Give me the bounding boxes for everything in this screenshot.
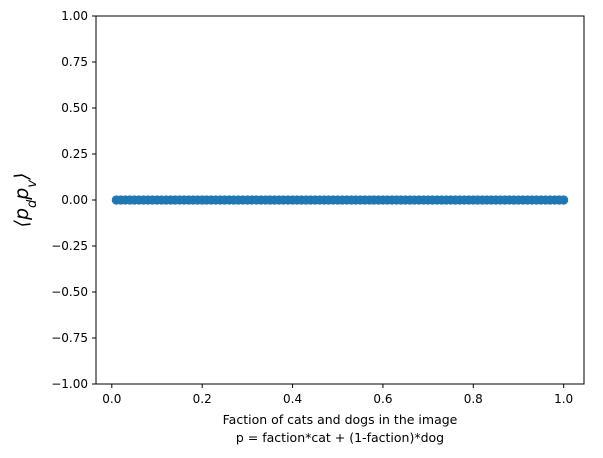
data-point bbox=[559, 195, 569, 205]
x-axis-label-line-2: p = faction*cat + (1-faction)*dog bbox=[236, 430, 444, 445]
y-tick-label: −0.75 bbox=[51, 331, 88, 345]
x-tick-label: 0.4 bbox=[283, 392, 302, 406]
y-tick-label: 0.50 bbox=[61, 101, 88, 115]
y-tick-label: −1.00 bbox=[51, 377, 88, 391]
x-tick-label: 0.8 bbox=[464, 392, 483, 406]
y-tick-label: 0.00 bbox=[61, 193, 88, 207]
x-tick-label: 0.2 bbox=[193, 392, 212, 406]
x-axis-ticks: 0.0 0.2 0.4 0.6 0.8 1.0 bbox=[102, 384, 573, 406]
x-tick-label: 1.0 bbox=[554, 392, 573, 406]
y-tick-label: −0.25 bbox=[51, 239, 88, 253]
x-tick-label: 0.6 bbox=[373, 392, 392, 406]
x-tick-label: 0.0 bbox=[102, 392, 121, 406]
y-tick-label: 0.25 bbox=[61, 147, 88, 161]
y-tick-label: −0.50 bbox=[51, 285, 88, 299]
x-axis-label-line-1: Faction of cats and dogs in the image bbox=[223, 412, 458, 427]
data-points bbox=[111, 195, 569, 205]
y-axis-label: ⟨pdpv⟩ bbox=[11, 173, 40, 228]
y-tick-label: 0.75 bbox=[61, 55, 88, 69]
y-tick-label: 1.00 bbox=[61, 9, 88, 23]
y-axis-ticks: −1.00 −0.75 −0.50 −0.25 0.00 0.25 0.50 0.75 1.00 bbox=[51, 9, 96, 391]
